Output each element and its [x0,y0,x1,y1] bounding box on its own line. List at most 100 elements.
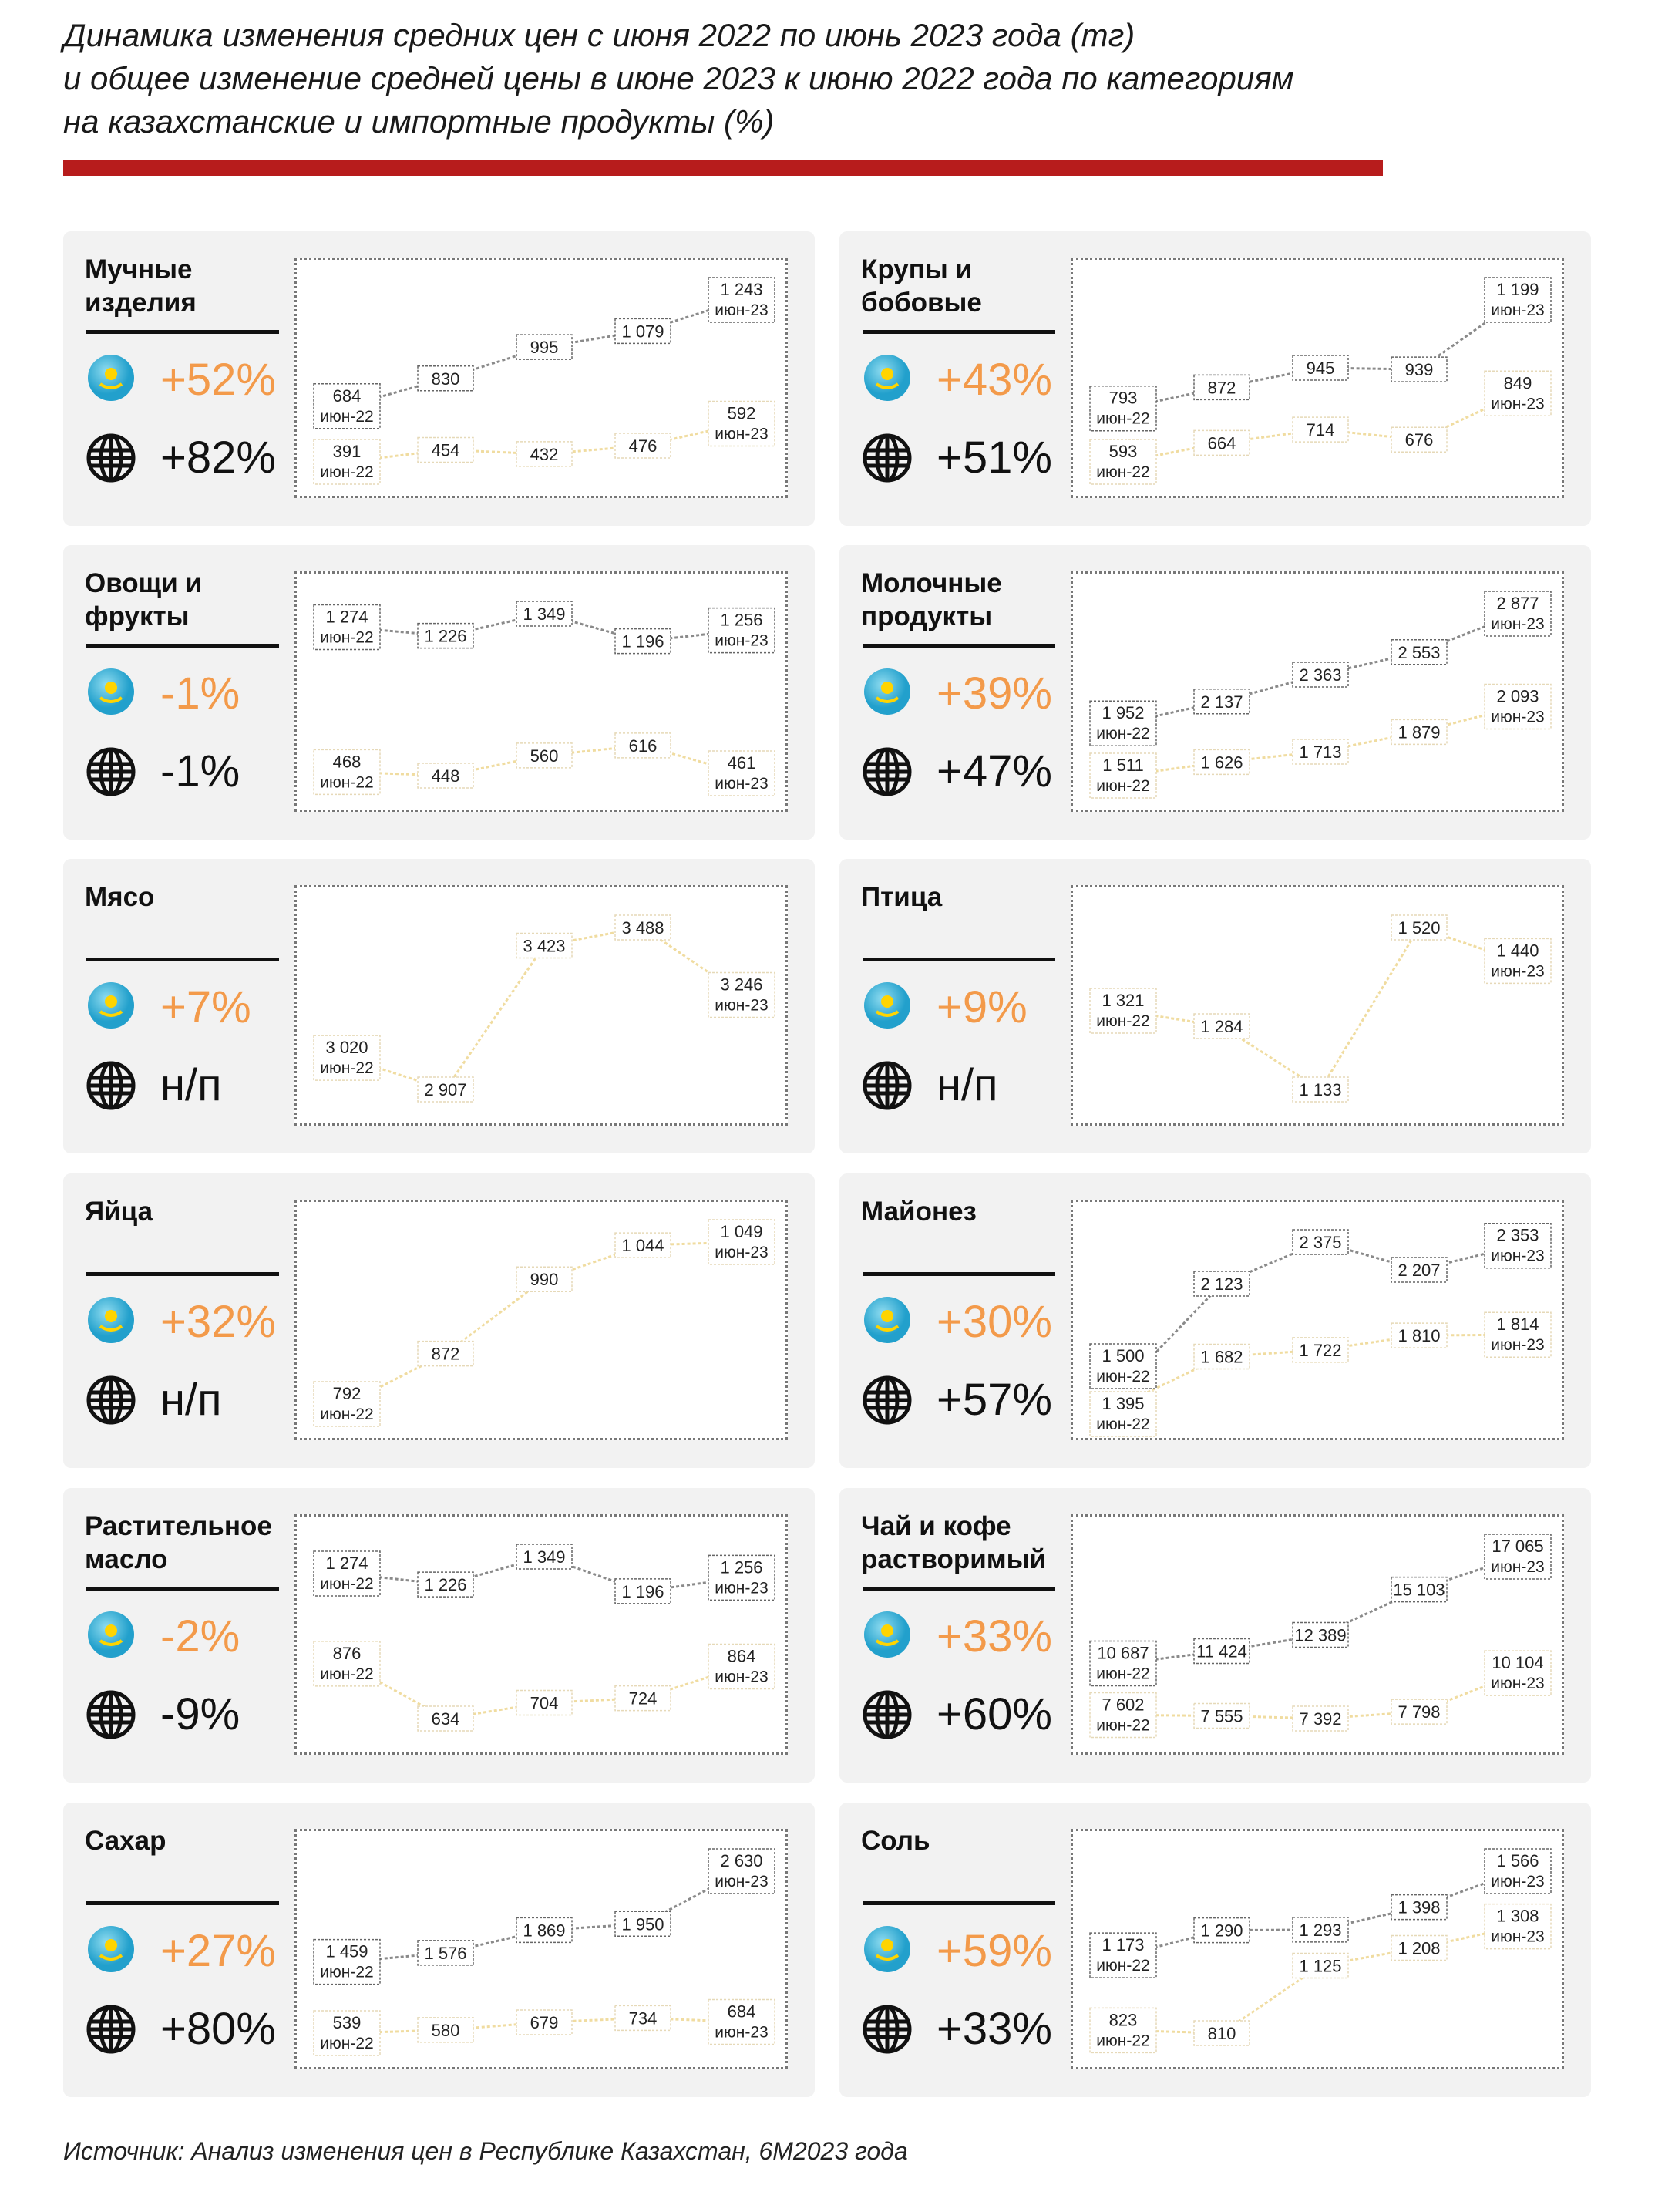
data-label-box [313,2010,381,2056]
import-data-point: 1 079 [614,318,671,345]
data-label-box [1484,1650,1552,1696]
data-label-box [313,1938,381,1985]
data-label-box [1193,429,1250,456]
kz-data-point: 1 626 [1193,749,1250,776]
kz-data-point: 1 722 [1292,1337,1349,1363]
data-label-box [708,1219,775,1265]
chart-svg: 793 июн-22 872 945 939 1 199 июн-23 593 июн-22 66… [1089,277,1552,485]
import-change-value: н/п [160,1060,222,1110]
title-rule [863,958,1055,961]
kazakhstan-flag-icon [86,353,136,406]
data-label: 11 424 [1196,1641,1247,1661]
import-change-value: +82% [160,433,276,483]
data-label: 1 208 [1398,1938,1440,1958]
import-change-row: +82% [86,433,276,483]
kz-data-point: 7 555 [1193,1702,1250,1729]
data-label-box [1484,1848,1552,1894]
data-label: 1 274 [325,1554,368,1573]
data-label: 1 243 [720,280,762,299]
import-data-point: 684 июн-22 [313,383,381,429]
data-label: 1 079 [621,322,664,341]
data-label: 3 246 [720,975,762,994]
data-label-box [1292,1952,1349,1979]
data-label: 995 [530,338,559,357]
data-label-box [1292,355,1349,381]
kz-change-row: +9% [863,981,1028,1034]
globe-icon [86,1690,136,1739]
kazakhstan-flag-icon [86,667,136,720]
data-label-box [516,334,573,360]
import-change-row: +51% [863,433,1052,483]
import-price-line [1122,1870,1519,1957]
data-label: 10 104 [1492,1653,1543,1672]
data-label-box [313,604,381,651]
data-label-box [1089,1640,1157,1687]
data-label-box [1391,1257,1448,1283]
price-chart: 1 459 июн-22 1 576 1 869 1 950 2 630 июн-23 539… [294,1829,788,2069]
import-price-line [1122,1555,1519,1665]
data-label-box [614,1232,671,1258]
kazakhstan-flag-icon [863,1924,912,1978]
import-change-value: н/п [160,1375,222,1425]
data-label-box [1484,591,1552,637]
data-label: 1 133 [1299,1080,1341,1099]
data-label-box [1484,370,1552,417]
data-label-box [614,732,671,759]
data-label: 461 [728,753,756,773]
date-label: июн-22 [1096,463,1149,481]
data-label-box [516,1917,573,1944]
kz-data-point: 3 423 [516,932,573,959]
data-label-box [417,1340,474,1367]
category-title: Яйца [85,1197,153,1227]
data-label: 1 459 [325,1942,368,1961]
kazakhstan-flag-icon [86,981,136,1034]
title-divider [63,160,1383,176]
data-label-box [1484,1903,1552,1950]
data-label-box [1089,439,1157,485]
chart-svg: 10 687 июн-22 11 424 12 389 15 103 17 065 июн-… [1089,1534,1552,1739]
data-label: 872 [1208,378,1236,397]
data-label: 1 814 [1496,1315,1539,1334]
data-label: 684 [333,386,362,406]
kz-data-point: 1 284 [1193,1013,1250,1039]
date-label: июн-23 [1491,615,1544,633]
date-label: июн-23 [715,1873,768,1890]
data-label-box [708,1998,775,2045]
data-label: 823 [1109,2010,1138,2029]
category-panel: Мучные изделия +52% +82% 684 июн-22 830 995… [63,231,815,526]
data-label-box [1193,1013,1250,1039]
import-data-point: 830 [417,365,474,392]
kz-data-point: 714 [1292,416,1349,443]
import-change-row: +33% [863,2005,1052,2054]
category-panel: Чай и кофе растворимый +33% +60% 10 687 и… [839,1488,1591,1783]
import-price-line [1122,612,1519,725]
data-label: 2 553 [1398,643,1440,662]
globe-icon [863,433,912,483]
import-data-point: 2 207 [1391,1257,1448,1283]
chart-svg: 1 274 июн-22 1 226 1 349 1 196 1 256 июн-23 468… [313,601,775,796]
data-label-box [614,1578,671,1604]
data-label: 1 722 [1299,1341,1341,1360]
data-label: 1 395 [1102,1394,1144,1413]
date-label: июн-23 [715,425,768,443]
data-label: 1 049 [720,1222,762,1241]
date-label: июн-22 [320,1059,373,1077]
import-data-point: 1 196 [614,1578,671,1604]
data-label-box [1089,2007,1157,2054]
chart-svg: 1 500 июн-22 2 123 2 375 2 207 2 353 июн-23 1 3… [1089,1222,1552,1437]
kz-change-value: +7% [160,981,251,1032]
price-chart: 1 274 июн-22 1 226 1 349 1 196 1 256 июн-23 468… [294,571,788,812]
data-label-box [614,914,671,941]
import-change-row: +57% [863,1375,1052,1425]
date-label: июн-23 [1491,1928,1544,1946]
price-chart: 793 июн-22 872 945 939 1 199 июн-23 593 июн-22 66… [1071,258,1564,498]
kz-data-point: 634 [417,1705,474,1732]
data-label-box [614,318,671,345]
data-label: 1 952 [1102,703,1144,722]
data-label-box [1391,1934,1448,1961]
data-label-box [614,628,671,655]
category-panel: Птица +9% н/п 1 321 июн-22 1 284 1 133 1 520… [839,859,1591,1153]
price-chart: 1 321 июн-22 1 284 1 133 1 520 1 440 июн-23 [1071,885,1564,1126]
data-label-box [708,400,775,447]
kz-change-row: +30% [863,1295,1052,1348]
